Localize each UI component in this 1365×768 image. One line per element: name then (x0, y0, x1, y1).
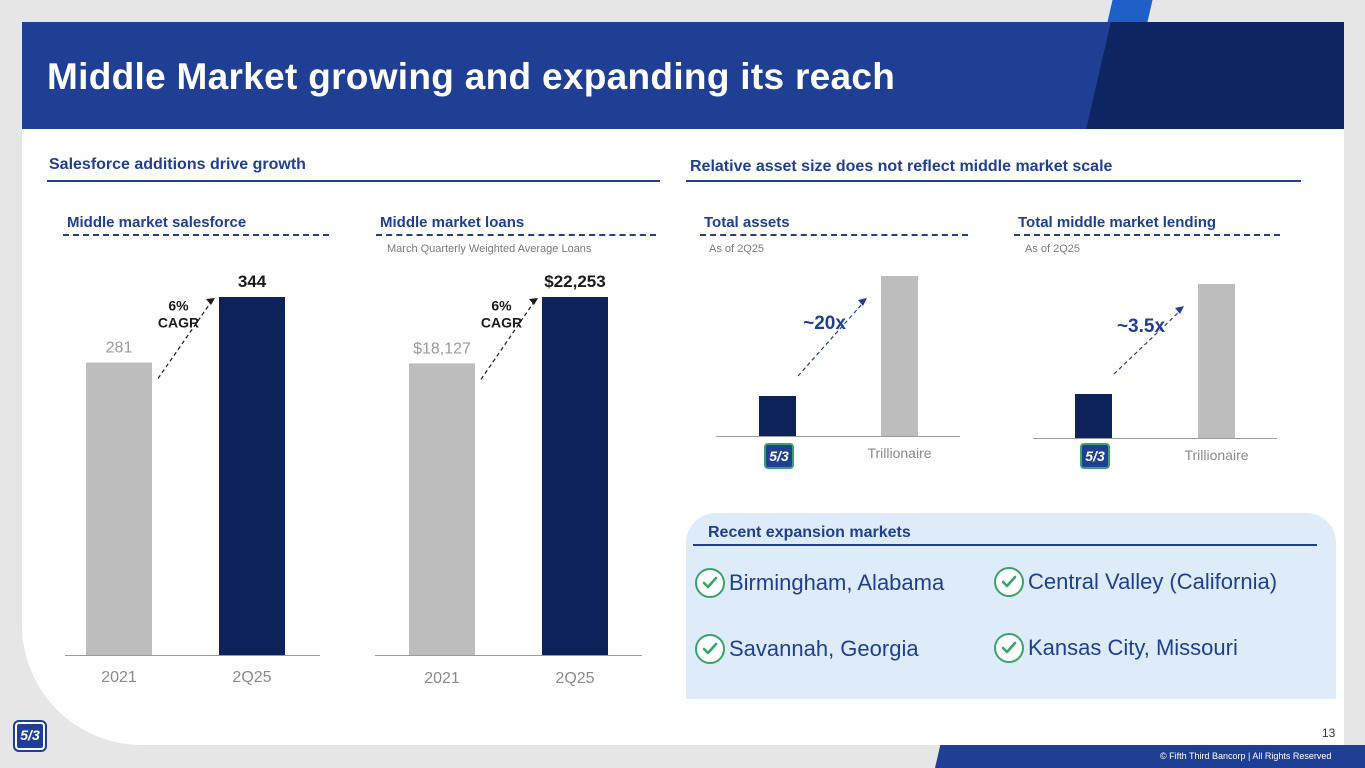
tick-label: Trillionaire (867, 445, 931, 461)
bar (542, 297, 608, 655)
lending-chart-title: Total middle market lending (1018, 214, 1217, 231)
market-item: Birmingham, Alabama (695, 568, 944, 598)
assets-chart-title: Total assets (704, 214, 790, 231)
bar (86, 362, 152, 655)
right-section-heading: Relative asset size does not reflect mid… (690, 158, 1113, 175)
cagr-label: CAGR (158, 314, 199, 330)
check-circle-icon (994, 567, 1024, 597)
multiple-label: ~20x (803, 313, 846, 334)
expansion-heading: Recent expansion markets (708, 524, 911, 541)
data-label: 344 (238, 272, 267, 291)
fifth-third-logo-icon: 5/3 (13, 720, 47, 752)
right-section-rule (686, 180, 1301, 182)
left-section-heading: Salesforce additions drive growth (49, 156, 306, 173)
check-circle-icon (695, 568, 725, 598)
left-section-rule (47, 180, 660, 182)
cagr-label: 6% (168, 297, 189, 313)
loans-chart: $18,127 2021 $22,253 2Q25 6%CAGR (375, 272, 642, 687)
check-circle-icon (695, 634, 725, 664)
tick-label: 2021 (424, 670, 460, 687)
header-dark-panel (1080, 22, 1344, 129)
arrow-head (858, 298, 867, 306)
page-title: Middle Market growing and expanding its … (47, 56, 896, 97)
salesforce-chart-title: Middle market salesforce (67, 214, 247, 231)
salesforce-title-rule (63, 234, 329, 236)
bar (1075, 394, 1112, 438)
tick-label: 2021 (101, 669, 137, 686)
loans-chart-subtitle: March Quarterly Weighted Average Loans (387, 243, 592, 255)
data-label: $22,253 (544, 272, 605, 291)
loans-chart-title: Middle market loans (380, 214, 525, 231)
arrow-head (206, 298, 215, 305)
lending-title-rule (1014, 234, 1280, 236)
top-accent-stripe (1107, 0, 1153, 22)
copyright-text: © Fifth Third Bancorp | All Rights Reser… (1160, 751, 1332, 761)
check-circle-icon (994, 633, 1024, 663)
tick-label: Trillionaire (1184, 447, 1248, 463)
fifth-third-logo-icon: 5/3 (1080, 443, 1110, 469)
cagr-label: 6% (491, 298, 512, 314)
expansion-rule (693, 544, 1317, 546)
bar (1198, 284, 1235, 438)
header-bar (22, 22, 1344, 129)
market-item: Savannah, Georgia (695, 634, 919, 664)
growth-arrow (1113, 310, 1181, 375)
market-label: Birmingham, Alabama (729, 570, 945, 595)
assets-title-rule (700, 234, 968, 236)
lending-chart: Trillionaire ~3.5x (1033, 284, 1277, 463)
arrow-head (529, 298, 538, 305)
bar (409, 363, 475, 655)
market-label: Savannah, Georgia (729, 636, 919, 661)
bar (219, 297, 285, 655)
multiple-label: ~3.5x (1117, 316, 1166, 337)
lending-chart-subtitle: As of 2Q25 (1025, 243, 1081, 255)
market-item: Central Valley (California) (994, 567, 1277, 597)
market-label: Central Valley (California) (1028, 569, 1278, 594)
page-number: 13 (1322, 726, 1336, 740)
tick-label: 2Q25 (555, 670, 594, 687)
arrow-head (1175, 306, 1184, 314)
assets-chart-subtitle: As of 2Q25 (709, 243, 765, 255)
growth-arrow (157, 301, 212, 379)
assets-chart: Trillionaire ~20x (716, 276, 960, 461)
market-label: Kansas City, Missouri (1028, 635, 1238, 660)
growth-arrow (480, 301, 535, 380)
salesforce-chart: 281 2021 344 2Q25 6%CAGR (65, 272, 320, 686)
market-item: Kansas City, Missouri (994, 633, 1238, 663)
bar (759, 396, 796, 436)
data-label: $18,127 (413, 340, 471, 357)
data-label: 281 (106, 340, 133, 357)
cagr-label: CAGR (481, 315, 522, 331)
fifth-third-logo-icon: 5/3 (764, 443, 794, 469)
loans-title-rule (376, 234, 656, 236)
tick-label: 2Q25 (232, 669, 271, 686)
growth-arrow (797, 302, 864, 377)
bar (881, 276, 918, 436)
